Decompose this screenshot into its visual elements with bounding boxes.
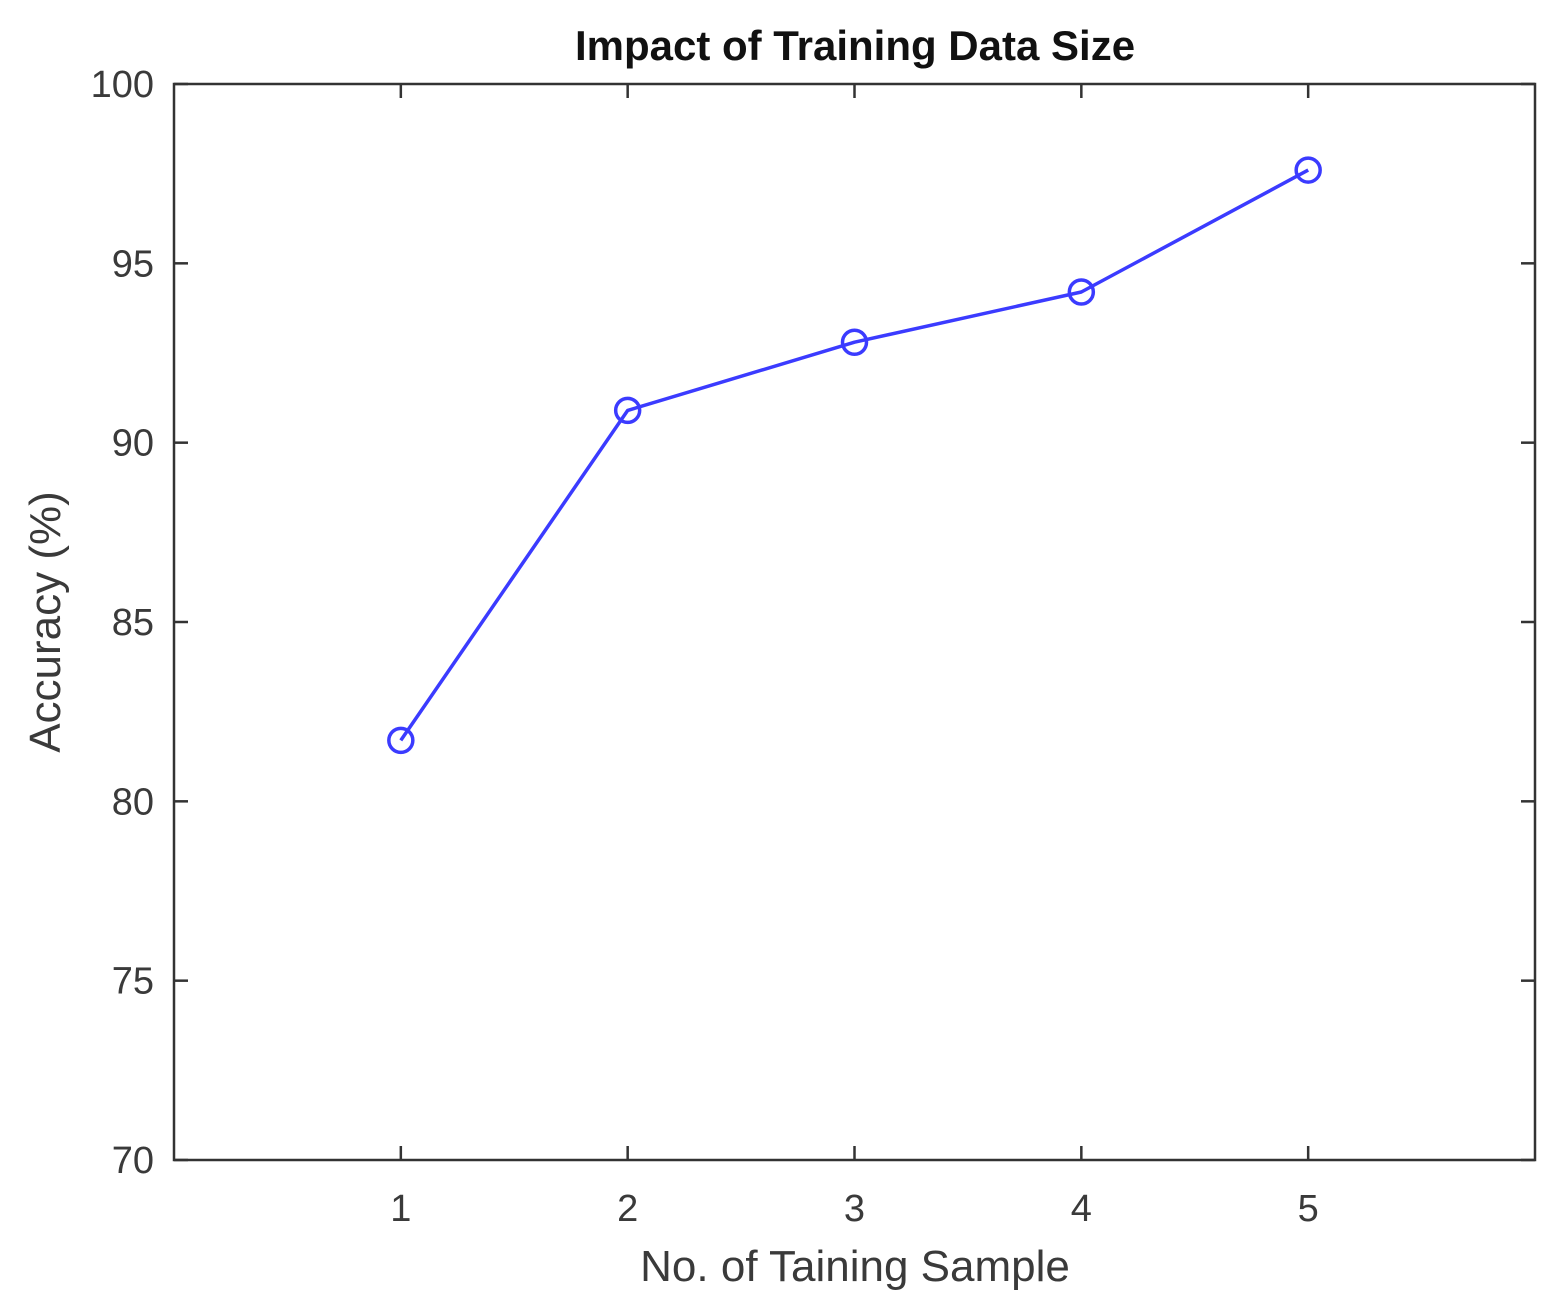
- data-point-marker: [1294, 156, 1322, 184]
- y-tick-label: 85: [112, 602, 154, 644]
- data-point-marker: [840, 328, 869, 356]
- y-tick-label: 80: [112, 781, 154, 823]
- y-axis-ticks: 70 75 80 85 90 95 100: [91, 64, 1535, 1182]
- plot-area: [172, 82, 1537, 1162]
- x-tick-label: 4: [1071, 1188, 1092, 1230]
- x-axis-label: No. of Taining Sample: [640, 1242, 1070, 1291]
- y-tick-label: 70: [112, 1140, 154, 1182]
- x-tick-label: 2: [617, 1188, 638, 1230]
- data-point-marker: [613, 396, 642, 425]
- data-point-marker: [1067, 278, 1096, 306]
- x-tick-label: 5: [1298, 1188, 1319, 1230]
- series-layer: [387, 156, 1322, 755]
- x-tick-label: 1: [390, 1188, 411, 1230]
- x-tick-label: 3: [844, 1188, 865, 1230]
- chart-title: Impact of Training Data Size: [575, 22, 1135, 69]
- y-tick-label: 100: [91, 64, 154, 106]
- y-tick-label: 75: [112, 961, 154, 1003]
- y-axis-label: Accuracy (%): [21, 491, 70, 753]
- data-point-marker: [387, 726, 415, 755]
- y-tick-label: 95: [112, 243, 154, 285]
- x-axis-ticks: 1 2 3 4 5: [390, 84, 1319, 1230]
- series-line: [399, 168, 1310, 742]
- y-tick-label: 90: [112, 423, 154, 465]
